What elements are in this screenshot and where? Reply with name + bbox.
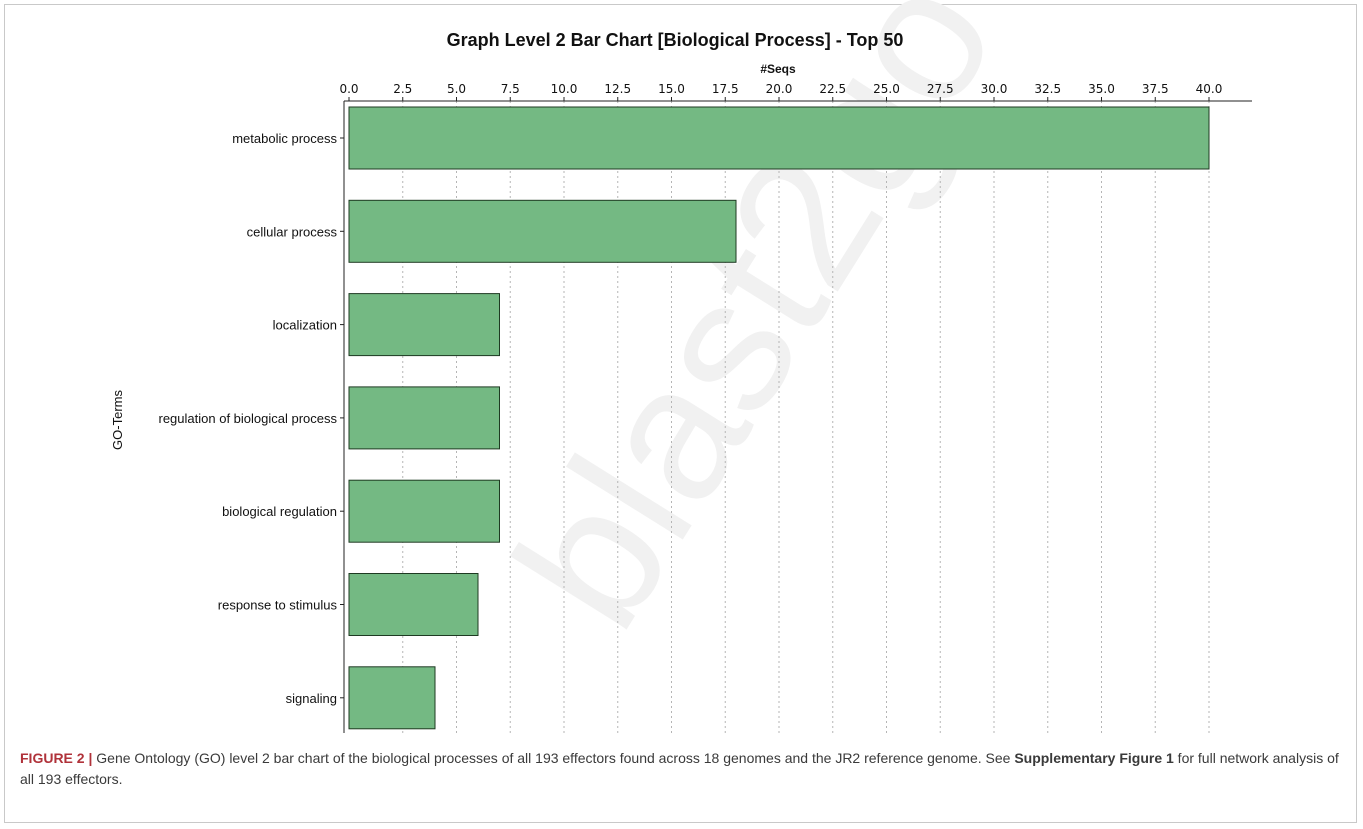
- category-label: metabolic process: [232, 131, 337, 146]
- bar-chart: blast2go Graph Level 2 Bar Chart [Biolog…: [110, 0, 1252, 733]
- category-label: signaling: [286, 691, 337, 706]
- x-tick-label: 7.5: [501, 82, 520, 96]
- x-tick-label: 27.5: [927, 82, 954, 96]
- caption-text-end: for full network analysis of all 193 eff…: [20, 750, 1339, 787]
- bar: [348, 293, 500, 357]
- x-tick-label: 32.5: [1034, 82, 1061, 96]
- watermark: blast2go: [475, 0, 1035, 662]
- x-tick-label: 30.0: [981, 82, 1008, 96]
- svg-text:blast2go: blast2go: [475, 0, 1035, 662]
- x-axis-label: #Seqs: [760, 62, 796, 76]
- x-axis-ticks: 0.0 2.5 5.0 7.5 10.0 12.5 15.0 17.5 20.0 22.5 25.0…: [339, 82, 1222, 101]
- category-label: cellular process: [247, 224, 338, 239]
- x-tick-label: 20.0: [766, 82, 793, 96]
- bar: [348, 199, 737, 263]
- caption-link[interactable]: Supplementary Figure 1: [1014, 750, 1174, 766]
- x-tick-label: 37.5: [1142, 82, 1169, 96]
- x-tick-label: 17.5: [712, 82, 739, 96]
- category-label: regulation of biological process: [159, 411, 338, 426]
- x-tick-label: 35.0: [1088, 82, 1115, 96]
- caption-text: Gene Ontology (GO) level 2 bar chart of …: [92, 750, 1015, 766]
- category-labels: metabolic process cellular process localiz…: [159, 131, 344, 706]
- figure-caption: FIGURE 2 | Gene Ontology (GO) level 2 ba…: [20, 748, 1340, 790]
- x-tick-label: 22.5: [819, 82, 846, 96]
- x-tick-label: 25.0: [873, 82, 900, 96]
- category-label: biological regulation: [222, 504, 337, 519]
- category-label: response to stimulus: [218, 598, 338, 613]
- caption-label: FIGURE 2 |: [20, 750, 93, 766]
- bars: [348, 106, 1210, 730]
- x-tick-label: 0.0: [339, 82, 358, 96]
- bar: [348, 386, 500, 450]
- chart-title: Graph Level 2 Bar Chart [Biological Proc…: [447, 30, 904, 50]
- x-tick-label: 2.5: [393, 82, 412, 96]
- x-tick-label: 40.0: [1196, 82, 1223, 96]
- bar: [348, 106, 1210, 170]
- bar: [348, 573, 479, 636]
- bar: [348, 479, 500, 543]
- x-tick-label: 12.5: [604, 82, 631, 96]
- x-tick-label: 10.0: [551, 82, 578, 96]
- x-tick-label: 5.0: [447, 82, 466, 96]
- x-tick-label: 15.0: [658, 82, 685, 96]
- bar: [348, 666, 436, 730]
- y-axis-label: GO-Terms: [110, 390, 125, 450]
- category-label: localization: [273, 318, 337, 333]
